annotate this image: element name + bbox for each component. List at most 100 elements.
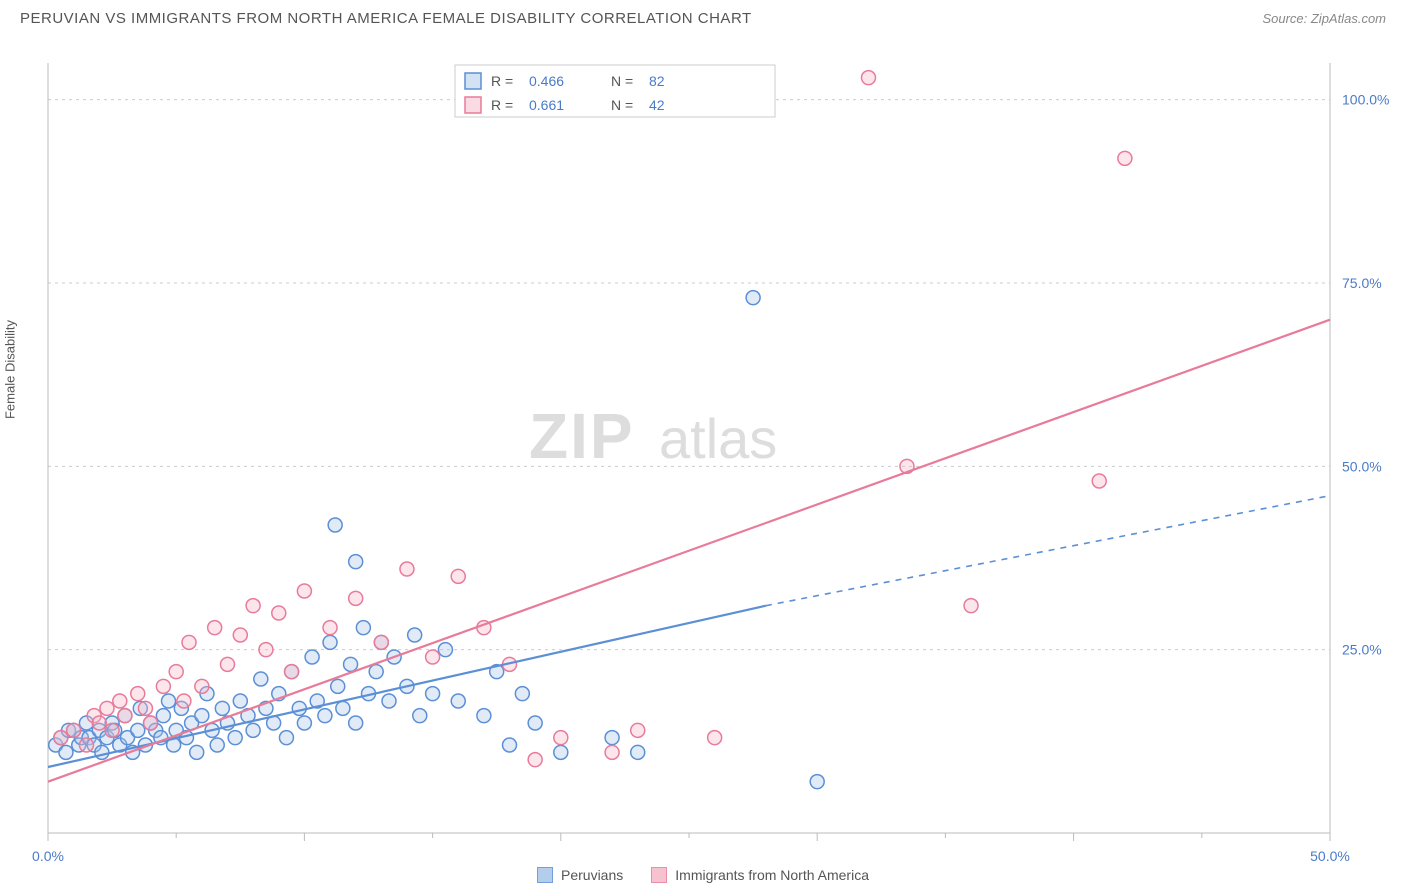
y-tick-label: 100.0% xyxy=(1342,92,1389,108)
data-point xyxy=(438,643,452,657)
legend-n-label: N = xyxy=(611,97,633,113)
scatter-chart: 25.0% 50.0% 75.0% 100.0% ZIP atlas 0.0% 50.0% R … xyxy=(0,33,1406,889)
data-point xyxy=(331,679,345,693)
data-point xyxy=(1092,474,1106,488)
data-point xyxy=(131,687,145,701)
data-point xyxy=(605,731,619,745)
y-tick-label: 50.0% xyxy=(1342,458,1382,474)
watermark: atlas xyxy=(659,407,777,470)
data-point xyxy=(285,665,299,679)
data-point xyxy=(323,621,337,635)
data-point xyxy=(195,679,209,693)
x-tick-label: 0.0% xyxy=(32,848,64,864)
bottom-legend-item: Peruvians xyxy=(537,867,623,883)
x-tick-label: 50.0% xyxy=(1310,848,1350,864)
data-point xyxy=(413,709,427,723)
data-point xyxy=(177,694,191,708)
data-point xyxy=(318,709,332,723)
data-point xyxy=(477,709,491,723)
data-point xyxy=(746,291,760,305)
data-point xyxy=(528,716,542,730)
legend-n-value: 82 xyxy=(649,73,665,89)
data-point xyxy=(323,635,337,649)
data-point xyxy=(156,679,170,693)
data-point xyxy=(408,628,422,642)
data-point xyxy=(554,731,568,745)
data-point xyxy=(190,745,204,759)
data-point xyxy=(426,650,440,664)
data-point xyxy=(279,731,293,745)
data-point xyxy=(215,701,229,715)
data-point xyxy=(528,753,542,767)
data-point xyxy=(67,723,81,737)
data-point xyxy=(259,643,273,657)
bottom-legend: Peruvians Immigrants from North America xyxy=(0,867,1406,883)
data-point xyxy=(100,701,114,715)
legend-swatch xyxy=(465,73,481,89)
bottom-legend-item: Immigrants from North America xyxy=(651,867,869,883)
data-point xyxy=(374,635,388,649)
data-point xyxy=(59,745,73,759)
legend-swatch xyxy=(651,867,667,883)
legend-label: Peruvians xyxy=(561,867,623,883)
data-point xyxy=(503,738,517,752)
data-point xyxy=(195,709,209,723)
data-point xyxy=(156,709,170,723)
legend-swatch xyxy=(537,867,553,883)
legend-r-label: R = xyxy=(491,97,513,113)
data-point xyxy=(382,694,396,708)
data-point xyxy=(246,723,260,737)
data-point xyxy=(105,723,119,737)
trend-line xyxy=(48,320,1330,782)
data-point xyxy=(369,665,383,679)
data-point xyxy=(451,569,465,583)
data-point xyxy=(964,599,978,613)
data-point xyxy=(54,731,68,745)
data-point xyxy=(515,687,529,701)
source-label: Source: ZipAtlas.com xyxy=(1262,11,1386,26)
y-tick-label: 75.0% xyxy=(1342,275,1382,291)
data-point xyxy=(233,694,247,708)
data-point xyxy=(113,694,127,708)
trend-line-ext xyxy=(766,496,1330,606)
data-point xyxy=(349,555,363,569)
legend-n-value: 42 xyxy=(649,97,665,113)
data-point xyxy=(272,606,286,620)
data-point xyxy=(810,775,824,789)
legend-label: Immigrants from North America xyxy=(675,867,869,883)
chart-title: PERUVIAN VS IMMIGRANTS FROM NORTH AMERIC… xyxy=(20,10,752,27)
data-point xyxy=(356,621,370,635)
data-point xyxy=(79,738,93,752)
data-point xyxy=(138,701,152,715)
data-point xyxy=(162,694,176,708)
data-point xyxy=(182,635,196,649)
watermark: ZIP xyxy=(529,400,635,472)
data-point xyxy=(208,621,222,635)
data-point xyxy=(426,687,440,701)
data-point xyxy=(336,701,350,715)
data-point xyxy=(297,584,311,598)
legend-swatch xyxy=(465,97,481,113)
y-tick-label: 25.0% xyxy=(1342,642,1382,658)
data-point xyxy=(297,716,311,730)
data-point xyxy=(349,591,363,605)
y-axis-label: Female Disability xyxy=(3,320,18,419)
data-point xyxy=(451,694,465,708)
data-point xyxy=(344,657,358,671)
data-point xyxy=(254,672,268,686)
legend-r-value: 0.661 xyxy=(529,97,564,113)
data-point xyxy=(305,650,319,664)
data-point xyxy=(92,716,106,730)
data-point xyxy=(708,731,722,745)
data-point xyxy=(210,738,224,752)
data-point xyxy=(95,745,109,759)
data-point xyxy=(228,731,242,745)
data-point xyxy=(631,745,645,759)
data-point xyxy=(1118,151,1132,165)
legend-r-label: R = xyxy=(491,73,513,89)
data-point xyxy=(144,716,158,730)
data-point xyxy=(349,716,363,730)
data-point xyxy=(220,657,234,671)
data-point xyxy=(328,518,342,532)
legend-r-value: 0.466 xyxy=(529,73,564,89)
